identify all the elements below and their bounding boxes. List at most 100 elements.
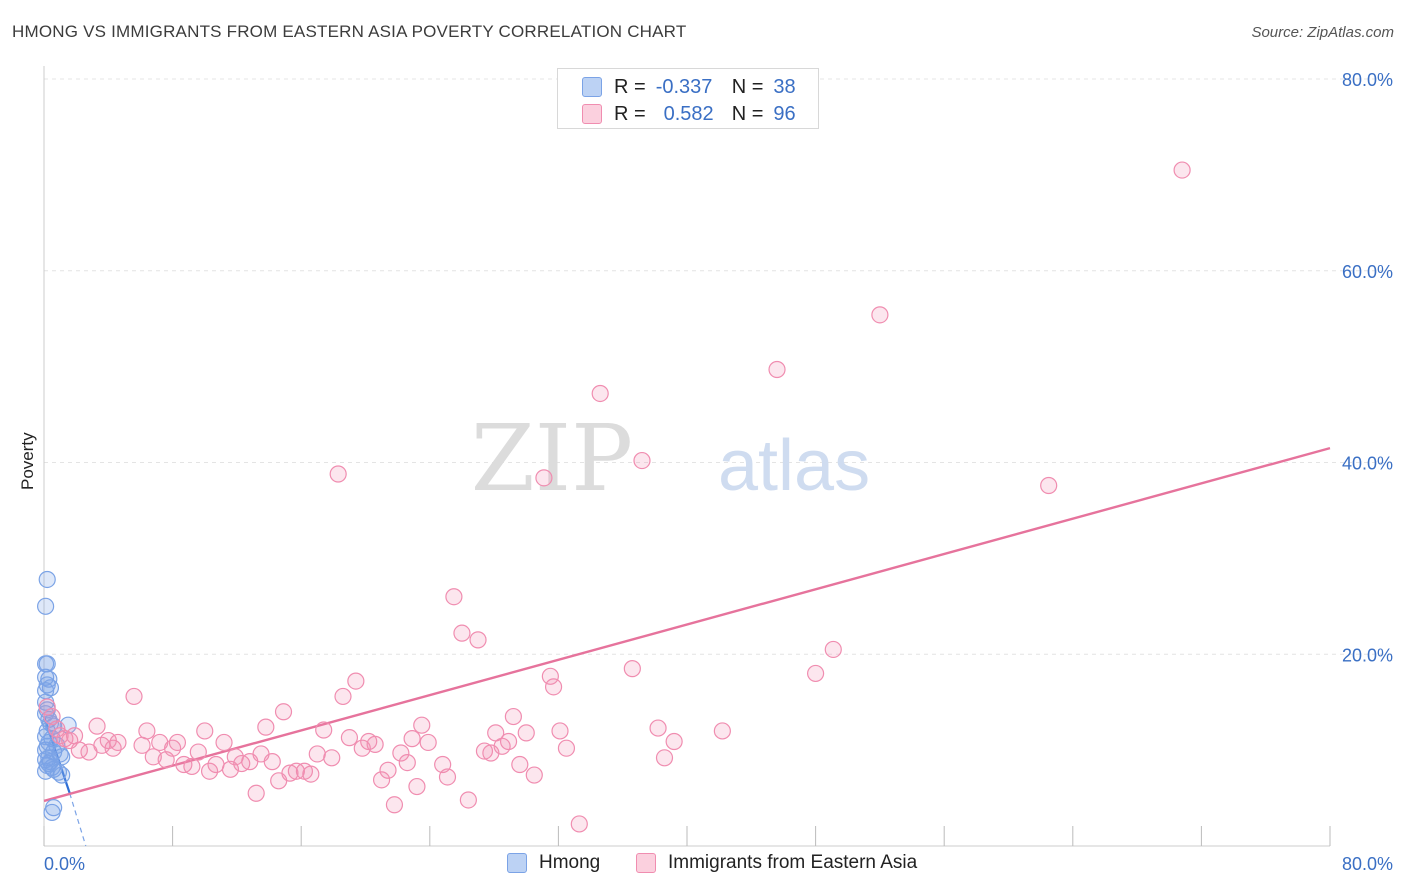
eastern-asia-point <box>196 722 214 740</box>
eastern-asia-point <box>329 465 347 483</box>
eastern-asia-n-value: 96 <box>773 102 796 125</box>
eastern-asia-point <box>504 707 522 726</box>
eastern-asia-point <box>379 761 397 779</box>
eastern-asia-point <box>511 755 529 774</box>
eastern-asia-point <box>372 771 391 789</box>
eastern-asia-point <box>871 306 889 324</box>
hmong-point <box>53 766 71 784</box>
hmong-legend-label: Hmong <box>539 852 601 873</box>
source-label: Source: ZipAtlas.com <box>1251 24 1394 41</box>
y-tick-label: 20.0% <box>1342 645 1393 665</box>
eastern-asia-point <box>308 745 326 763</box>
eastern-asia-point <box>334 687 352 706</box>
legend-n-label: N = <box>731 102 764 125</box>
hmong-point <box>40 754 58 773</box>
eastern-asia-point <box>824 640 842 659</box>
eastern-asia-point <box>768 360 786 379</box>
eastern-asia-point <box>623 660 641 678</box>
eastern-asia-point <box>1040 476 1058 495</box>
hmong-point <box>38 570 56 589</box>
eastern-asia-point <box>392 744 410 762</box>
legend-r-label: R = <box>614 102 646 125</box>
y-tick-label: 60.0% <box>1342 262 1393 282</box>
eastern-asia-point <box>207 755 225 774</box>
stats-legend: R = -0.337 N = 38 R = 0.582 N = 96 <box>557 68 819 129</box>
eastern-asia-point <box>469 631 487 649</box>
hmong-point <box>41 679 60 697</box>
eastern-asia-point <box>535 469 553 487</box>
eastern-asia-point <box>419 733 437 752</box>
eastern-asia-point <box>257 718 275 736</box>
eastern-asia-swatch <box>582 104 602 124</box>
eastern-asia-point <box>168 733 187 752</box>
eastern-asia-point <box>413 716 431 734</box>
x-tick-label: 80.0% <box>1342 854 1393 874</box>
eastern-asia-point <box>1173 161 1191 179</box>
eastern-asia-point <box>281 764 299 782</box>
eastern-asia-point <box>200 762 219 780</box>
series-legend: Hmong Immigrants from Eastern Asia <box>0 852 1406 878</box>
eastern-asia-point <box>247 784 265 802</box>
hmong-swatch <box>582 77 602 97</box>
hmong-legend-swatch <box>507 853 527 873</box>
eastern-asia-point <box>274 703 293 721</box>
eastern-asia-legend-label: Immigrants from Eastern Asia <box>668 852 918 873</box>
eastern-asia-point <box>263 753 281 771</box>
x-tick-label: 0.0% <box>44 854 85 874</box>
eastern-asia-r-value: 0.582 <box>663 102 714 125</box>
eastern-asia-point <box>517 724 535 742</box>
eastern-asia-point <box>408 777 426 796</box>
eastern-asia-point <box>51 727 69 745</box>
hmong-point <box>37 597 55 615</box>
eastern-asia-point <box>125 687 143 706</box>
eastern-asia-point <box>557 739 576 757</box>
eastern-asia-point <box>215 733 233 752</box>
eastern-asia-point <box>713 722 731 740</box>
eastern-asia-point <box>806 664 825 683</box>
eastern-asia-point <box>459 791 477 809</box>
eastern-asia-point <box>453 624 471 642</box>
eastern-asia-point <box>366 735 384 753</box>
legend-r-label: R = <box>614 75 646 98</box>
eastern-asia-point <box>544 678 563 696</box>
eastern-asia-point <box>88 717 106 735</box>
eastern-asia-point <box>340 729 359 747</box>
eastern-asia-point <box>189 743 207 761</box>
eastern-asia-point <box>551 722 569 740</box>
hmong-r-value: -0.337 <box>655 75 713 98</box>
watermark-zip: ZIP <box>471 405 633 512</box>
legend-item-eastern-asia: Immigrants from Eastern Asia <box>636 852 917 874</box>
eastern-asia-point <box>541 667 559 685</box>
legend-n-label: N = <box>731 75 764 98</box>
eastern-asia-point <box>570 815 588 833</box>
legend-row-eastern-asia: R = 0.582 N = 96 <box>582 102 796 126</box>
eastern-asia-point <box>475 742 494 760</box>
eastern-asia-point <box>347 672 365 690</box>
eastern-asia-point <box>315 721 333 739</box>
eastern-asia-point <box>438 768 457 786</box>
eastern-asia-point <box>65 727 84 745</box>
y-axis-label: Poverty <box>18 432 37 490</box>
eastern-asia-point <box>665 732 683 751</box>
eastern-asia-point <box>633 451 651 470</box>
eastern-asia-point <box>38 698 56 716</box>
legend-row-hmong: R = -0.337 N = 38 <box>582 75 796 99</box>
chart-title: HMONG VS IMMIGRANTS FROM EASTERN ASIA PO… <box>12 22 687 41</box>
hmong-n-value: 38 <box>773 75 796 98</box>
eastern-asia-point <box>109 733 127 752</box>
watermark-atlas: atlas <box>718 426 870 506</box>
eastern-asia-point <box>353 739 371 757</box>
y-tick-label: 80.0% <box>1342 70 1393 90</box>
eastern-asia-point <box>499 732 518 751</box>
hmong-trendline-extension <box>69 793 87 847</box>
hmong-point <box>43 803 61 822</box>
hmong-point <box>49 763 68 781</box>
eastern-asia-point <box>183 757 201 776</box>
eastern-asia-point <box>591 384 609 403</box>
eastern-asia-trendline <box>43 446 1331 803</box>
eastern-asia-point <box>144 748 162 766</box>
eastern-asia-point <box>403 730 421 748</box>
eastern-asia-point <box>323 749 341 767</box>
eastern-asia-point <box>445 588 463 606</box>
